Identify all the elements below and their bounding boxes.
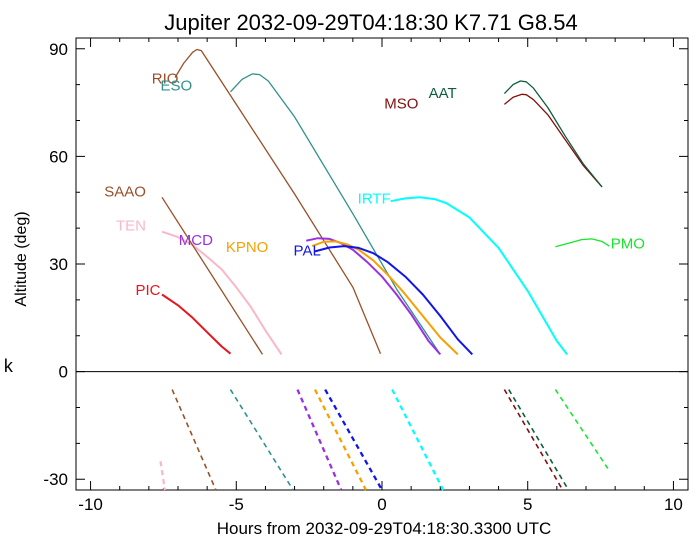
series-label-pal: PAL <box>294 243 321 260</box>
series-below-horizon-eso <box>229 389 294 491</box>
x-tick-label: -10 <box>78 495 103 514</box>
series-line-irtf <box>390 196 568 356</box>
series-below-horizon-pmo <box>554 389 609 469</box>
series-label-pmo: PMO <box>611 235 645 252</box>
y-axis-label: Altitude (deg) <box>13 211 30 306</box>
series-below-horizon-kpno <box>313 389 367 491</box>
x-tick-label: 5 <box>523 495 532 514</box>
series-line-pmo <box>555 238 610 248</box>
series-line-mcd <box>305 237 442 356</box>
series-below-horizon-saao <box>171 389 217 491</box>
series-line-ten <box>161 230 283 355</box>
x-axis-label: Hours from 2032-09-29T04:18:30.3300 UTC <box>217 519 552 538</box>
series-label-kpno: KPNO <box>226 239 269 256</box>
series-label-rio: RIO <box>152 70 179 87</box>
series-line-pic <box>161 293 232 355</box>
y-tick-label: 30 <box>49 255 68 274</box>
series-below-horizon-aat <box>508 389 570 491</box>
series-below-horizon-pal <box>324 388 384 491</box>
side-label: k <box>3 358 14 378</box>
chart-title: Jupiter 2032-09-29T04:18:30 K7.71 G8.54 <box>164 10 577 35</box>
series-label-ten: TEN <box>116 218 146 235</box>
series-below-horizon-irtf <box>391 389 445 491</box>
series-line-saao <box>161 196 264 355</box>
series-label-saao: SAAO <box>104 183 146 200</box>
y-tick-label: 0 <box>59 363 68 382</box>
series-line-rio <box>174 48 382 354</box>
series-label-mso: MSO <box>384 96 418 113</box>
series-line-aat <box>503 80 603 188</box>
series-below-horizon-mcd <box>296 389 343 491</box>
series-line-eso <box>230 73 441 355</box>
y-tick-label: 90 <box>49 40 68 59</box>
series-label-irtf: IRTF <box>358 191 391 208</box>
y-tick-label: 60 <box>49 147 68 166</box>
x-tick-label: -5 <box>229 495 244 514</box>
series-line-mso <box>503 93 603 188</box>
series-label-mcd: MCD <box>179 232 213 249</box>
y-tick-label: -30 <box>43 470 68 489</box>
series-below-horizon-mso <box>503 389 564 491</box>
series-label-eso: ESO <box>161 78 193 95</box>
series-line-pal <box>314 245 474 356</box>
series-label-aat: AAT <box>429 85 457 102</box>
x-tick-label: 0 <box>377 495 386 514</box>
series-below-horizon-ten <box>159 461 167 491</box>
x-tick-label: 10 <box>664 495 683 514</box>
series-line-kpno <box>311 240 459 356</box>
series-label-pic: PIC <box>135 282 160 299</box>
